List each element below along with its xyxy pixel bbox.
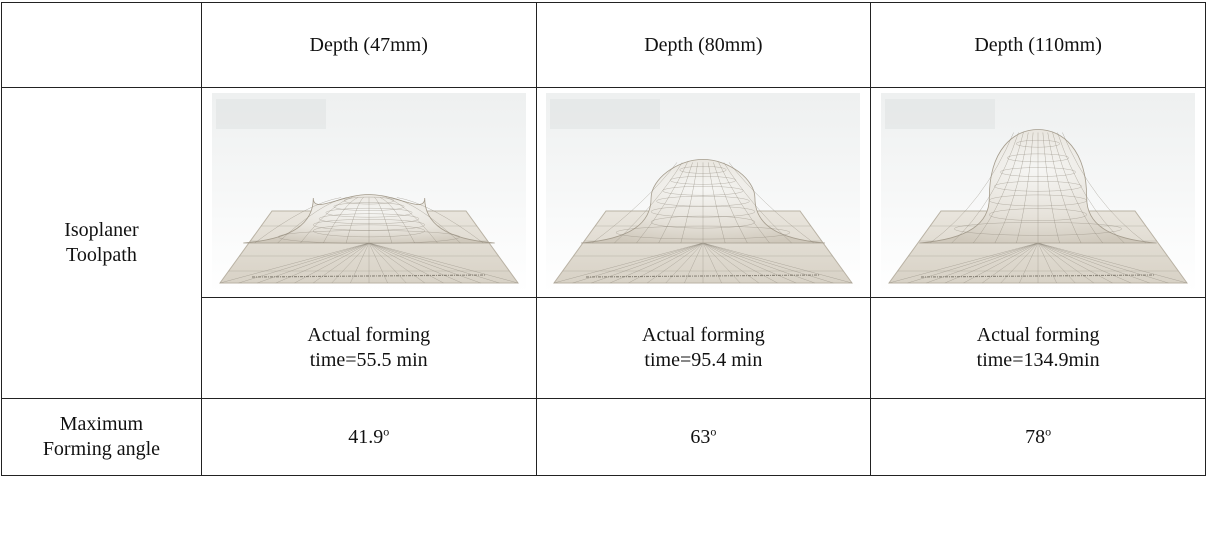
time-110-line2: time=134.9min bbox=[976, 349, 1100, 371]
time-cell-47: Actual forming time=55.5 min bbox=[200, 297, 537, 399]
time-47-line1: Actual forming bbox=[307, 324, 431, 346]
header-depth-110: Depth (110mm) bbox=[870, 2, 1206, 88]
row-label-angle: Maximum Forming angle bbox=[1, 398, 202, 476]
corner-cell bbox=[1, 2, 202, 88]
formed-dome-47mm-image bbox=[211, 92, 526, 293]
time-47-line2: time=55.5 min bbox=[309, 349, 428, 371]
image-cell-110 bbox=[870, 87, 1206, 298]
angle-80-value: 63 bbox=[690, 425, 711, 448]
header-row: Depth (47mm) Depth (80mm) Depth (110mm) bbox=[1, 2, 1206, 88]
row-label-toolpath: Isoplaner Toolpath bbox=[1, 87, 202, 399]
angle-47-value: 41.9 bbox=[348, 425, 384, 448]
angle-cell-47: 41.9o bbox=[200, 398, 537, 476]
formed-dome-110mm-image bbox=[881, 92, 1196, 293]
image-row: Isoplaner Toolpath bbox=[1, 87, 1206, 399]
angle-row: Maximum Forming angle 41.9o 63o 78o bbox=[1, 398, 1206, 476]
row-label-toolpath-line1: Isoplaner bbox=[64, 219, 139, 241]
time-80-line2: time=95.4 min bbox=[644, 349, 763, 371]
angle-110-value: 78 bbox=[1025, 425, 1046, 448]
image-cell-80 bbox=[535, 87, 872, 298]
time-cell-110: Actual forming time=134.9min bbox=[870, 297, 1206, 399]
angle-47-degree: o bbox=[383, 423, 390, 438]
formed-dome-80mm-image bbox=[546, 92, 861, 293]
results-table: Depth (47mm) Depth (80mm) Depth (110mm) … bbox=[1, 2, 1206, 476]
time-cell-80: Actual forming time=95.4 min bbox=[535, 297, 872, 399]
row-label-angle-line1: Maximum bbox=[59, 413, 144, 435]
row-label-toolpath-line2: Toolpath bbox=[66, 244, 137, 266]
time-80-line1: Actual forming bbox=[642, 324, 765, 346]
time-row: Actual forming time=55.5 min Actual form… bbox=[2, 297, 1206, 399]
row-label-angle-line2: Forming angle bbox=[42, 438, 161, 460]
header-depth-47: Depth (47mm) bbox=[200, 2, 537, 88]
header-depth-80: Depth (80mm) bbox=[535, 2, 872, 88]
image-cell-47 bbox=[200, 87, 537, 298]
angle-cell-80: 63o bbox=[535, 398, 872, 476]
time-110-line1: Actual forming bbox=[976, 324, 1100, 346]
angle-cell-110: 78o bbox=[870, 398, 1206, 476]
angle-80-degree: o bbox=[710, 423, 717, 438]
angle-110-degree: o bbox=[1045, 423, 1052, 438]
